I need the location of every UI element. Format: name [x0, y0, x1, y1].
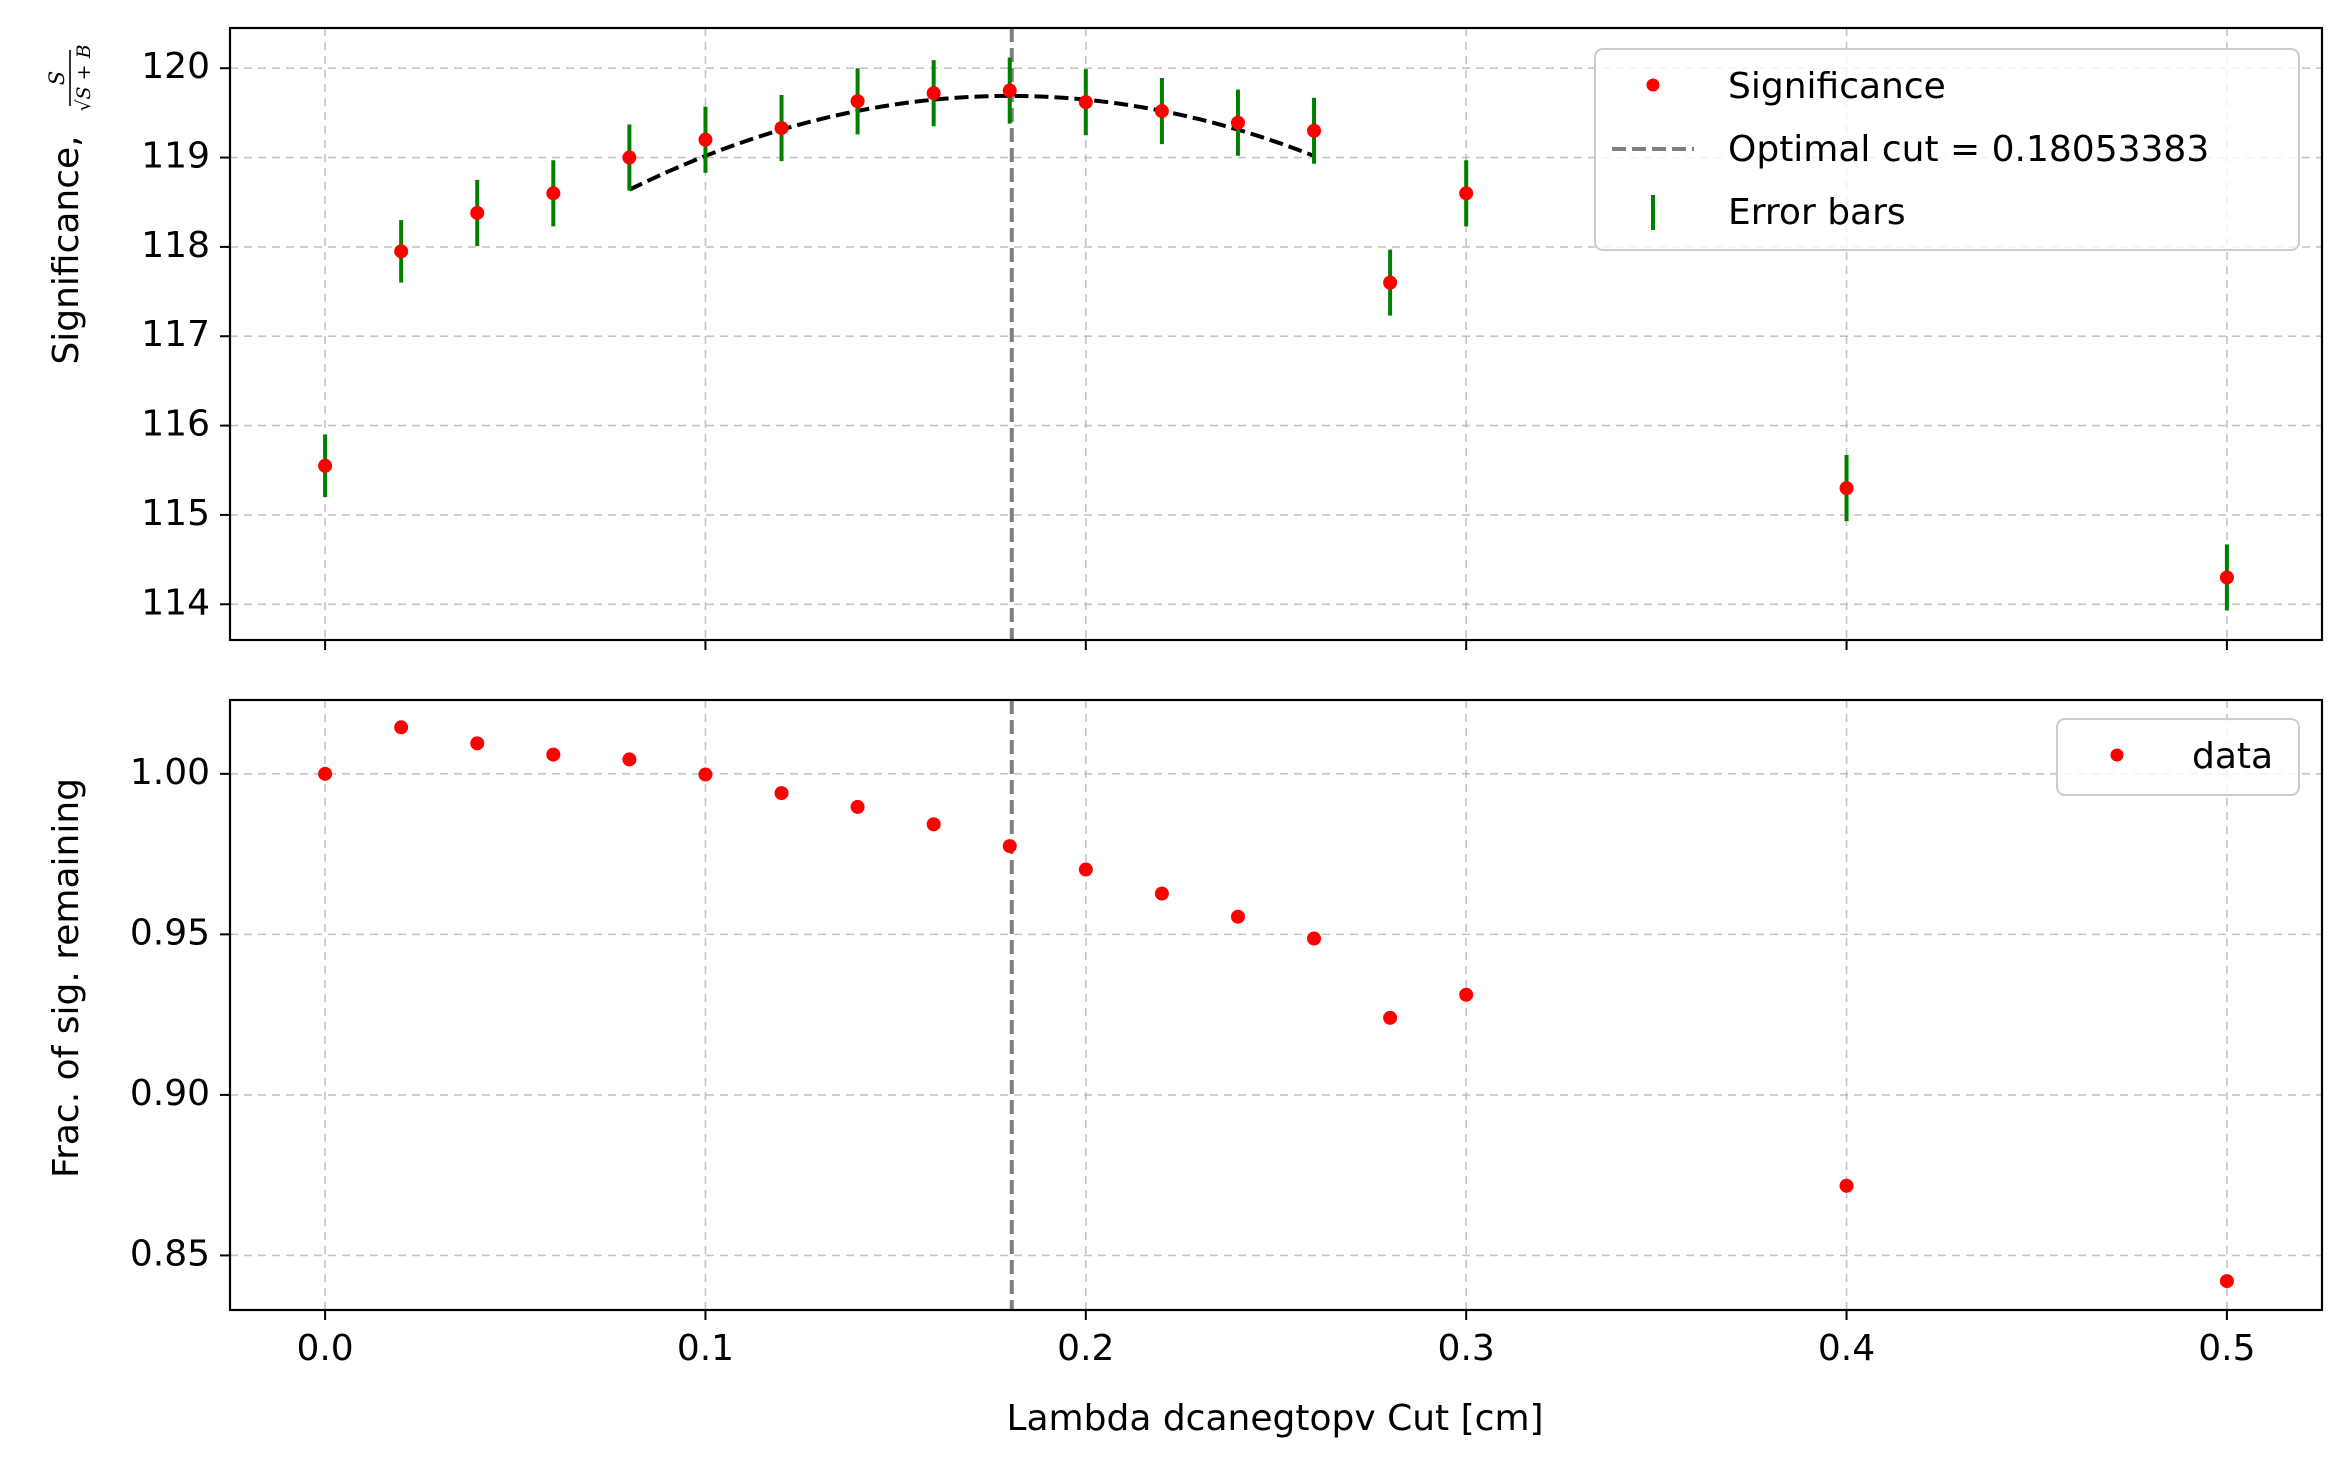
bottom-grid: [230, 700, 2322, 1310]
y-tick-label: 1.00: [130, 752, 210, 793]
bottom-points-layer: [318, 720, 2234, 1289]
significance-point: [850, 94, 865, 109]
x-tick-label: 0.0: [296, 1328, 353, 1369]
fraction-point: [2219, 1274, 2234, 1289]
top-legend: Significance Optimal cut = 0.18053383 Er…: [1594, 48, 2300, 251]
fraction-point: [394, 720, 409, 735]
top-points-layer: [318, 83, 2234, 585]
fraction-point: [470, 736, 485, 751]
fraction-point: [1839, 1178, 1854, 1193]
top-y-axis-label: Significance, S √S + B: [45, 44, 95, 364]
fraction-point: [850, 799, 865, 814]
formula-denominator: √S + B: [73, 44, 95, 111]
y-tick-label: 114: [141, 582, 210, 623]
y-tick-label: 117: [141, 314, 210, 355]
y-tick-label: 119: [141, 136, 210, 177]
significance-panel: 114 115 116 117 118 119 120 Significance, S √S…: [45, 26, 2324, 650]
top-axes-frame: [228, 26, 2324, 642]
fraction-point: [318, 766, 333, 781]
bottom-axes-frame: [228, 698, 2324, 1312]
significance-point: [318, 458, 333, 473]
legend-label-optimal-cut: Optimal cut = 0.18053383: [1728, 129, 2209, 170]
top-fit-curve-layer: [628, 93, 1315, 192]
legend-marker-data: [2110, 748, 2124, 762]
x-tick-label: 0.5: [2198, 1328, 2255, 1369]
y-tick-label: 0.90: [130, 1073, 210, 1114]
fraction-point: [1154, 886, 1169, 901]
fraction-point: [698, 767, 713, 782]
significance-point: [1002, 83, 1017, 98]
significance-point: [470, 205, 485, 220]
significance-point: [1459, 186, 1474, 201]
significance-point: [1383, 275, 1398, 290]
significance-point: [698, 132, 713, 147]
x-tick-label: 0.3: [1438, 1328, 1495, 1369]
top-y-axis-label-text: Significance,: [46, 135, 87, 364]
fraction-point: [926, 817, 941, 832]
y-tick-label: 118: [141, 225, 210, 266]
significance-point: [1154, 104, 1169, 119]
fraction-point: [622, 752, 637, 767]
significance-point: [1230, 115, 1245, 130]
legend-label-data: data: [2192, 736, 2273, 777]
top-ticks-layer: 114 115 116 117 118 119 120: [141, 46, 2228, 650]
bottom-legend: data: [2056, 718, 2300, 796]
formula-numerator: S: [45, 71, 69, 85]
bottom-ticks-layer: 0.0 0.1 0.2 0.3 0.4 0.5 0.85 0.90 0.95 1.00: [130, 752, 2256, 1369]
fit-curve: [628, 93, 1315, 192]
fraction-point: [1383, 1010, 1398, 1025]
significance-point: [2219, 570, 2234, 585]
significance-point: [1839, 481, 1854, 496]
legend-label-error-bars: Error bars: [1728, 192, 1906, 233]
fraction-point: [1078, 862, 1093, 877]
x-tick-label: 0.2: [1057, 1328, 1114, 1369]
fraction-point: [546, 747, 561, 762]
fraction-panel: 0.0 0.1 0.2 0.3 0.4 0.5 0.85 0.90 0.95 1.00 Frac.…: [46, 698, 2324, 1439]
fraction-point: [1459, 987, 1474, 1002]
bottom-legend-box: [2056, 718, 2300, 796]
y-tick-label: 116: [141, 404, 210, 445]
legend-label-significance: Significance: [1728, 66, 1946, 107]
significance-point: [546, 186, 561, 201]
x-tick-label: 0.4: [1818, 1328, 1875, 1369]
top-legend-box: [1594, 48, 2300, 251]
significance-point: [1078, 95, 1093, 110]
significance-point: [622, 150, 637, 165]
y-axis-formula: S √S + B: [45, 44, 95, 111]
significance-point: [774, 121, 789, 136]
y-tick-label: 0.85: [130, 1233, 210, 1274]
legend-marker-significance: [1646, 78, 1660, 92]
fraction-point: [1230, 909, 1245, 924]
fraction-point: [1307, 931, 1322, 946]
significance-point: [394, 244, 409, 259]
y-tick-label: 115: [141, 493, 210, 534]
significance-point: [926, 86, 941, 101]
fraction-point: [774, 786, 789, 801]
bottom-y-axis-label: Frac. of sig. remaining: [46, 778, 87, 1178]
x-tick-label: 0.1: [677, 1328, 734, 1369]
y-tick-label: 0.95: [130, 912, 210, 953]
fraction-point: [1002, 839, 1017, 854]
significance-point: [1307, 123, 1322, 138]
y-tick-label: 120: [141, 46, 210, 87]
x-axis-label: Lambda dcanegtopv Cut [cm]: [1006, 1398, 1543, 1439]
